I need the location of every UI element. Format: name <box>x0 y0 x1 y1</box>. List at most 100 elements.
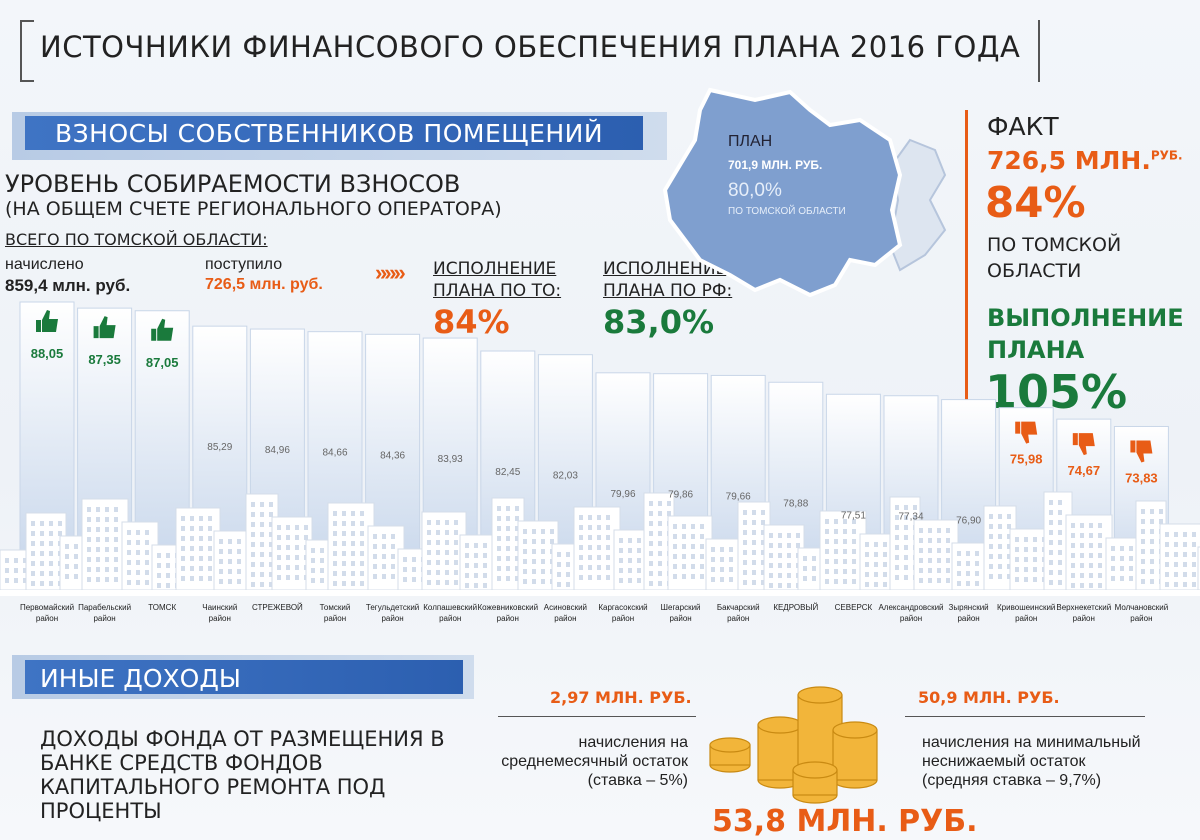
title-frame <box>20 20 1040 82</box>
collection-level-title: УРОВЕНЬ СОБИРАЕМОСТИ ВЗНОСОВ <box>5 170 461 198</box>
plan-value: 701,9 МЛН. РУБ. <box>728 158 823 172</box>
category-label: Парабельский <box>78 603 131 612</box>
fact-percent: 84% <box>985 178 1086 227</box>
bar-value-label: 75,98 <box>1010 452 1043 467</box>
category-label: Шегарский <box>661 603 701 612</box>
category-label: Зырянский <box>949 603 989 612</box>
charged-label: начислено <box>5 256 84 273</box>
bar-value-label: 77,51 <box>841 510 866 521</box>
region-map <box>662 87 947 298</box>
thumbs-up-icon <box>93 316 116 339</box>
bar-value-label: 79,86 <box>668 490 693 501</box>
fact-title: ФАКТ <box>987 112 1059 141</box>
fact-divider <box>965 110 968 418</box>
bar-value-label: 84,66 <box>322 448 347 459</box>
bar-value-label: 78,88 <box>783 498 808 509</box>
category-label: район <box>1073 614 1095 623</box>
category-label: район <box>439 614 461 623</box>
exec-rf-label-1: ИСПОЛНЕНИЕ <box>603 259 727 279</box>
right-divider <box>905 716 1145 717</box>
bar-value-label: 84,36 <box>380 450 405 461</box>
fact-execution-label: ВЫПОЛНЕНИЕ ПЛАНА <box>987 304 1184 364</box>
city-skyline <box>0 491 1200 596</box>
bar-value-label: 76,90 <box>956 516 981 527</box>
collection-bar-chart: 88,05 Первомайский район 87,35 Парабельский р… <box>0 301 1200 623</box>
min-balance-description: начисления на минимальный неснижаемый ост… <box>922 734 1141 789</box>
category-label: район <box>381 614 403 623</box>
category-label: Кожевниковский <box>478 603 539 612</box>
total-region-label: ВСЕГО ПО ТОМСКОЙ ОБЛАСТИ: <box>5 230 268 249</box>
category-label: Бакчарский <box>717 603 760 612</box>
charged-value: 859,4 млн. руб. <box>5 276 131 295</box>
bar-value-label: 77,34 <box>898 512 923 523</box>
category-label: район <box>900 614 922 623</box>
bar-value-label: 79,96 <box>610 489 635 500</box>
section-bar <box>25 116 643 150</box>
bar-value-label: 79,66 <box>726 491 751 502</box>
collection-level-subtitle: (НА ОБЩЕМ СЧЕТЕ РЕГИОНАЛЬНОГО ОПЕРАТОРА) <box>5 198 502 220</box>
coins-icon <box>709 686 878 804</box>
arrows-icon: »»» <box>375 260 406 285</box>
category-label: СЕВЕРСК <box>835 603 873 612</box>
plan-region: ПО ТОМСКОЙ ОБЛАСТИ <box>728 206 846 217</box>
monthly-balance-amount: 2,97 МЛН. РУБ. <box>550 688 692 707</box>
exec-to-label-2: ПЛАНА ПО ТО: <box>433 281 562 301</box>
category-label: район <box>209 614 231 623</box>
bar-value-label: 87,35 <box>88 352 121 367</box>
bar-value-label: 74,67 <box>1068 463 1101 478</box>
category-label: Колпашевский <box>423 603 477 612</box>
plan-percent: 80,0% <box>728 180 782 201</box>
exec-to-value: 84% <box>433 303 510 341</box>
thumbs-up-icon <box>151 318 174 341</box>
category-label: Тегульдетский <box>366 603 419 612</box>
category-label: Каргасокский <box>598 603 647 612</box>
category-label: район <box>957 614 979 623</box>
category-label: Томский <box>320 603 351 612</box>
category-label: СТРЕЖЕВОЙ <box>252 603 303 612</box>
received-label: поступило <box>205 256 283 273</box>
bar-value-label: 83,93 <box>438 454 463 465</box>
category-label: район <box>554 614 576 623</box>
region-map-shape <box>662 87 903 298</box>
bar-value-label: 85,29 <box>207 442 232 453</box>
section-heading-contributions: ВЗНОСЫ СОБСТВЕННИКОВ ПОМЕЩЕНИЙ <box>55 119 604 148</box>
category-label: ТОМСК <box>148 603 176 612</box>
income-description: ДОХОДЫ ФОНДА ОТ РАЗМЕЩЕНИЯ В БАНКЕ СРЕДС… <box>40 727 445 823</box>
category-label: район <box>93 614 115 623</box>
section-heading-other-income: ИНЫЕ ДОХОДЫ <box>40 664 241 693</box>
category-label: район <box>36 614 58 623</box>
exec-rf-value: 83,0% <box>603 303 715 341</box>
category-label: район <box>727 614 749 623</box>
bar-value-label: 82,03 <box>553 471 578 482</box>
exec-to-label-1: ИСПОЛНЕНИЕ <box>433 259 557 279</box>
category-label: Кривошеинский <box>997 603 1055 612</box>
bar-value-label: 87,05 <box>146 355 179 370</box>
category-label: Верхнекетский <box>1056 603 1111 612</box>
page-title: ИСТОЧНИКИ ФИНАНСОВОГО ОБЕСПЕЧЕНИЯ ПЛАНА … <box>40 30 1021 64</box>
left-divider <box>498 716 696 717</box>
fact-value: 726,5 МЛН.РУБ. <box>987 146 1183 175</box>
category-label: Александровский <box>878 603 943 612</box>
category-label: район <box>1015 614 1037 623</box>
category-label: Первомайский <box>20 603 74 612</box>
thumbs-down-icon <box>1130 440 1153 463</box>
region-map-outline-neighbor <box>888 138 947 272</box>
thumbs-up-icon <box>36 310 58 332</box>
category-label: район <box>497 614 519 623</box>
exec-rf-label-2: ПЛАНА ПО РФ: <box>603 281 733 301</box>
received-value: 726,5 млн. руб. <box>205 276 323 293</box>
bar-value-label: 88,05 <box>31 346 64 361</box>
bar-value-label: 82,45 <box>495 467 520 478</box>
category-label: район <box>612 614 634 623</box>
min-balance-amount: 50,9 МЛН. РУБ. <box>918 688 1060 707</box>
bar-value-label: 84,96 <box>265 445 290 456</box>
category-label: район <box>669 614 691 623</box>
section2-bar <box>25 660 463 694</box>
category-label: район <box>1130 614 1152 623</box>
category-label: Чаинский <box>202 603 237 612</box>
fact-region: ПО ТОМСКОЙ ОБЛАСТИ <box>987 234 1122 282</box>
category-label: КЕДРОВЫЙ <box>773 603 818 612</box>
plan-title: ПЛАН <box>728 133 773 150</box>
thumbs-down-icon <box>1072 433 1095 456</box>
monthly-balance-description: начисления на среднемесячный остаток (став… <box>501 734 688 789</box>
